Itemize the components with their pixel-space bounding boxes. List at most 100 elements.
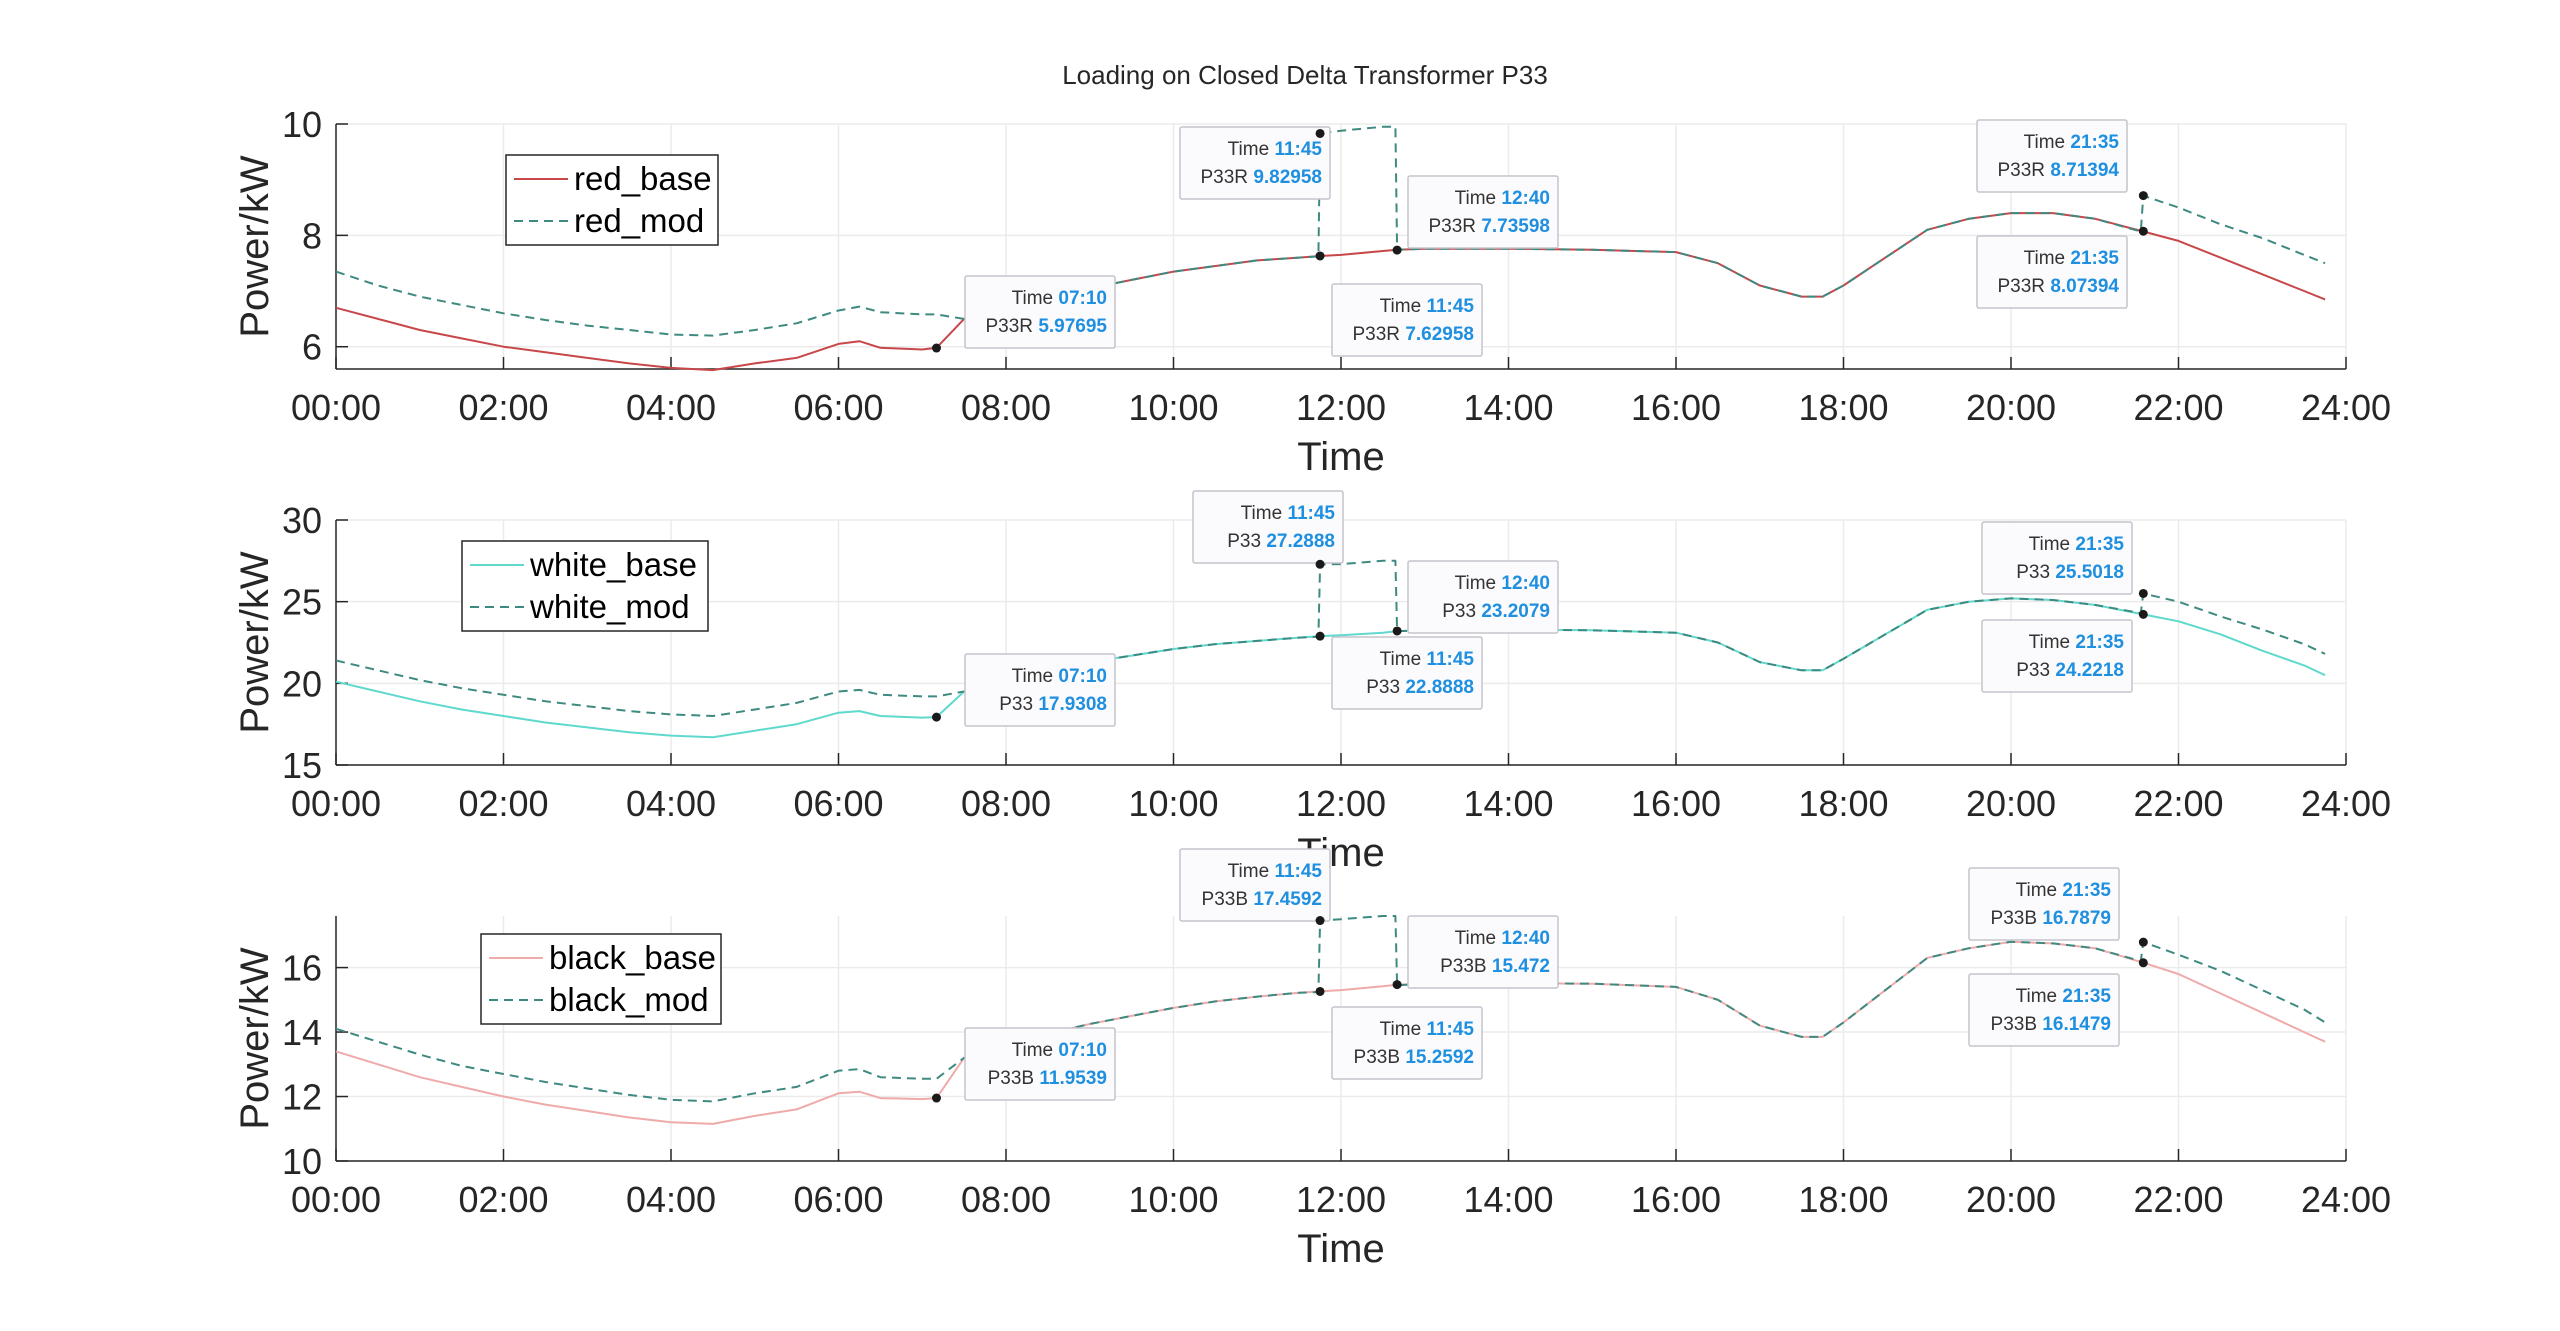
x-tick-label: 06:00 — [793, 387, 883, 428]
datatip[interactable]: Time 21:35 P33B 16.1479 — [1968, 958, 2148, 1047]
datatip-box — [1976, 235, 2128, 309]
y-tick-label: 15 — [282, 745, 322, 786]
datatip[interactable]: Time 21:35 P33R 8.07394 — [1976, 226, 2148, 309]
datatip-box — [1407, 175, 1559, 249]
datatip-value-row: P33B 15.2592 — [1354, 1047, 1474, 1068]
y-tick-label: 30 — [282, 500, 322, 541]
x-tick-label: 06:00 — [793, 783, 883, 824]
datatips: Time 07:10 P33B 11.9539 Time 11:45 P33B 17.… — [931, 848, 2148, 1103]
y-tick-label: 8 — [302, 215, 322, 256]
datatip-marker[interactable] — [2138, 937, 2148, 947]
x-tick-label: 12:00 — [1296, 783, 1386, 824]
datatip-time-row: Time 07:10 — [1012, 666, 1107, 687]
datatip-value-row: P33R 8.71394 — [1998, 160, 2120, 181]
x-tick-label: 14:00 — [1463, 387, 1553, 428]
legend: red_base red_mod — [505, 154, 719, 246]
subplot-2: 00:00 02:00 04:00 06:00 08:00 10:00 12:00 14:00… — [233, 490, 2391, 875]
x-tick-label: 06:00 — [793, 1179, 883, 1220]
datatip-marker[interactable] — [2138, 588, 2148, 598]
figure-title: Loading on Closed Delta Transformer P33 — [1062, 60, 1548, 90]
y-tick-label: 10 — [282, 104, 322, 145]
datatip-marker[interactable] — [1392, 626, 1402, 636]
datatip-marker[interactable] — [1315, 251, 1325, 261]
datatip[interactable]: Time 07:10 P33R 5.97695 — [931, 275, 1116, 353]
datatip[interactable]: Time 12:40 P33B 15.472 — [1392, 915, 1559, 990]
x-tick-label: 02:00 — [458, 1179, 548, 1220]
datatips: Time 07:10 P33R 5.97695 Time 11:45 P33R 9.8… — [931, 119, 2148, 357]
datatip-time-row: Time 21:35 — [2016, 880, 2112, 901]
x-tick-label: 16:00 — [1631, 387, 1721, 428]
x-axis-label: Time — [1297, 435, 1384, 479]
datatip[interactable]: Time 21:35 P33R 8.71394 — [1976, 119, 2148, 201]
datatip-marker[interactable] — [931, 343, 941, 353]
datatip[interactable]: Time 07:10 P33 17.9308 — [931, 653, 1116, 727]
datatip-marker[interactable] — [1315, 986, 1325, 996]
x-tick-label: 16:00 — [1631, 783, 1721, 824]
legend-entry-red_base: red_base — [574, 160, 712, 197]
datatip-marker[interactable] — [2138, 191, 2148, 201]
x-tick-label: 00:00 — [291, 1179, 381, 1220]
datatip-value-row: P33 22.8888 — [1366, 677, 1474, 698]
legend-entry-white_base: white_base — [529, 546, 697, 583]
datatip-marker[interactable] — [2138, 609, 2148, 619]
datatip[interactable]: Time 12:40 P33 23.2079 — [1392, 560, 1559, 636]
datatip-marker[interactable] — [1315, 559, 1325, 569]
x-tick-label: 00:00 — [291, 387, 381, 428]
datatip-value-row: P33 27.2888 — [1227, 531, 1335, 552]
x-tick-label: 08:00 — [961, 1179, 1051, 1220]
datatip[interactable]: Time 11:45 P33R 9.82958 — [1179, 126, 1331, 200]
x-tick-label: 22:00 — [2133, 387, 2223, 428]
datatip-box — [964, 1027, 1116, 1101]
datatip-time-row: Time 21:35 — [2029, 632, 2125, 653]
x-tick-label: 04:00 — [626, 783, 716, 824]
x-tick-label: 08:00 — [961, 387, 1051, 428]
datatip[interactable]: Time 21:35 P33 24.2218 — [1981, 609, 2148, 693]
x-tick-label: 16:00 — [1631, 1179, 1721, 1220]
datatip-time-row: Time 12:40 — [1455, 573, 1550, 594]
datatip-value-row: P33 24.2218 — [2016, 660, 2124, 681]
datatip-box — [1179, 848, 1331, 922]
y-tick-label: 6 — [302, 327, 322, 368]
x-tick-label: 18:00 — [1798, 1179, 1888, 1220]
datatip-marker[interactable] — [1315, 128, 1325, 138]
y-axis-label: Power/kW — [233, 947, 277, 1129]
y-tick-label: 14 — [282, 1012, 322, 1053]
datatip-marker[interactable] — [1315, 916, 1325, 926]
x-tick-label: 20:00 — [1966, 387, 2056, 428]
datatip-marker[interactable] — [1315, 631, 1325, 641]
x-tick-label: 24:00 — [2301, 783, 2391, 824]
y-tick-label: 16 — [282, 948, 322, 989]
datatip[interactable]: Time 21:35 P33B 16.7879 — [1968, 867, 2148, 947]
datatip-box — [1179, 126, 1331, 200]
legend-box — [505, 154, 719, 246]
series-line-black_mod — [335, 915, 2326, 1103]
datatip[interactable]: Time 11:45 P33B 17.4592 — [1179, 848, 1331, 926]
legend-box — [461, 540, 709, 632]
datatip-box — [1331, 283, 1483, 357]
datatip-box — [1331, 636, 1483, 710]
datatip[interactable]: Time 21:35 P33 25.5018 — [1981, 521, 2148, 598]
datatip-box — [1968, 867, 2120, 941]
datatip[interactable]: Time 07:10 P33B 11.9539 — [931, 1027, 1116, 1103]
datatip[interactable]: Time 11:45 P33 22.8888 — [1315, 631, 1483, 710]
datatip-marker[interactable] — [931, 712, 941, 722]
datatip-box — [964, 653, 1116, 727]
datatip-marker[interactable] — [1392, 245, 1402, 255]
datatip-marker[interactable] — [2138, 226, 2148, 236]
datatip-value-row: P33R 7.73598 — [1429, 216, 1551, 237]
datatip[interactable]: Time 11:45 P33B 15.2592 — [1315, 986, 1483, 1080]
x-tick-label: 24:00 — [2301, 387, 2391, 428]
datatip[interactable]: Time 11:45 P33 27.2888 — [1192, 490, 1344, 569]
legend: black_base black_mod — [480, 933, 722, 1025]
datatip-marker[interactable] — [1392, 980, 1402, 990]
datatip[interactable]: Time 11:45 P33R 7.62958 — [1315, 251, 1483, 357]
datatip-value-row: P33 17.9308 — [999, 694, 1107, 715]
datatip-value-row: P33 23.2079 — [1442, 601, 1550, 622]
datatip-time-row: Time 07:10 — [1012, 288, 1107, 309]
datatip-marker[interactable] — [931, 1093, 941, 1103]
datatips: Time 07:10 P33 17.9308 Time 11:45 P33 27.28… — [931, 490, 2148, 727]
x-tick-label: 02:00 — [458, 387, 548, 428]
datatip[interactable]: Time 12:40 P33R 7.73598 — [1392, 175, 1559, 255]
datatip-marker[interactable] — [2138, 958, 2148, 968]
